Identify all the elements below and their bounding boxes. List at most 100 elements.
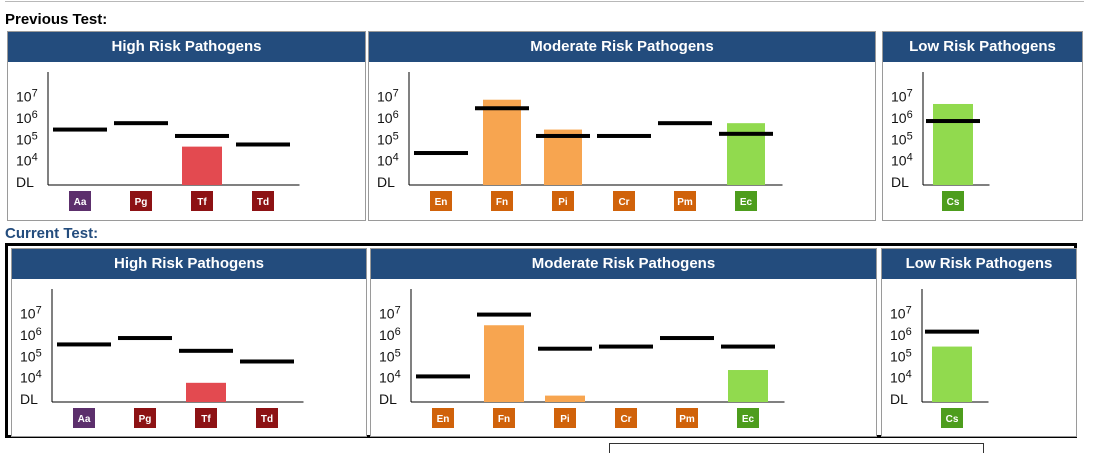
category-label-tf: Tf [197, 197, 207, 208]
y-tick-label: 107 [377, 88, 399, 105]
threshold-line-fn [475, 106, 529, 111]
category-label-pm: Pm [677, 197, 693, 208]
y-tick-label: 104 [16, 152, 38, 169]
category-badge-ec [737, 408, 759, 428]
current-low-risk-panel: Low Risk Pathogens DL 104 105 106 107 Cs [881, 248, 1077, 437]
category-badge-cs [941, 408, 963, 428]
y-tick-label: 106 [20, 326, 42, 343]
category-badge-pg [130, 191, 152, 211]
threshold-line-cr [599, 344, 653, 349]
category-label-fn: Fn [496, 197, 508, 208]
category-label-aa: Aa [74, 197, 87, 208]
category-badge-fn [491, 191, 513, 211]
threshold-line-pm [658, 121, 712, 126]
category-label-cr: Cr [618, 197, 629, 208]
category-badge-pm [676, 408, 698, 428]
threshold-line-pg [114, 121, 168, 126]
category-label-td: Td [257, 197, 269, 208]
y-tick-label: 107 [16, 88, 38, 105]
y-tick-label: 106 [16, 109, 38, 126]
y-tick-label: 105 [890, 347, 912, 364]
category-label-aa: Aa [78, 414, 91, 425]
panel-title: Moderate Risk Pathogens [371, 249, 876, 279]
category-badge-td [256, 408, 278, 428]
category-badge-cs [942, 191, 964, 211]
category-label-pi: Pi [560, 414, 570, 425]
current-moderate-risk-panel: Moderate Risk Pathogens DL 104 105 106 107 En… [370, 248, 877, 437]
y-tick-label: 104 [890, 369, 912, 386]
y-tick-label: DL [20, 391, 38, 407]
y-tick-label: 107 [891, 88, 913, 105]
previous-moderate-risk-chart: DL 104 105 106 107 En Fn Pi Cr Pm Ec [377, 72, 783, 211]
category-badge-tf [191, 191, 213, 211]
category-badge-td [252, 191, 274, 211]
threshold-line-cs [926, 119, 980, 124]
y-tick-label: 105 [20, 347, 42, 364]
category-badge-pi [554, 408, 576, 428]
panel-title: High Risk Pathogens [8, 32, 365, 62]
current-high-risk-panel: High Risk Pathogens DL 104 105 106 107 Aa Pg Tf… [11, 248, 367, 437]
threshold-line-ec [721, 344, 775, 349]
category-badge-pi [552, 191, 574, 211]
bar-ec [728, 370, 768, 402]
current-test-label: Current Test: [5, 225, 99, 242]
category-label-cs: Cs [946, 414, 959, 425]
y-tick-label: 106 [377, 109, 399, 126]
previous-high-risk-chart: DL 104 105 106 107 Aa Pg Tf Td [16, 72, 300, 211]
category-badge-cr [613, 191, 635, 211]
category-label-en: En [435, 197, 448, 208]
y-tick-label: 104 [377, 152, 399, 169]
bar-pi [544, 129, 582, 185]
category-label-pg: Pg [135, 197, 148, 208]
category-label-cr: Cr [620, 414, 631, 425]
category-label-pg: Pg [139, 414, 152, 425]
category-label-pi: Pi [558, 197, 568, 208]
category-badge-pg [134, 408, 156, 428]
threshold-line-en [414, 151, 468, 156]
previous-low-risk-panel: Low Risk Pathogens DL 104 105 106 107 Cs [882, 31, 1083, 221]
y-tick-label: 104 [891, 152, 913, 169]
y-tick-label: 104 [379, 369, 401, 386]
y-tick-label: DL [377, 174, 395, 190]
threshold-line-pm [660, 336, 714, 341]
threshold-line-pg [118, 336, 172, 341]
y-tick-label: DL [890, 391, 908, 407]
y-tick-label: 105 [377, 130, 399, 147]
y-tick-label: 107 [890, 305, 912, 322]
threshold-line-aa [53, 127, 107, 132]
category-badge-fn [493, 408, 515, 428]
bar-fn [484, 325, 524, 402]
top-divider [5, 1, 1084, 2]
threshold-line-cr [597, 133, 651, 138]
previous-test-label: Previous Test: [5, 11, 108, 28]
category-label-ec: Ec [740, 197, 753, 208]
y-tick-label: 106 [891, 109, 913, 126]
y-tick-label: 105 [379, 347, 401, 364]
previous-low-risk-chart: DL 104 105 106 107 Cs [891, 72, 990, 211]
current-high-risk-chart: DL 104 105 106 107 Aa Pg Tf Td [20, 289, 304, 428]
panel-title: Low Risk Pathogens [883, 32, 1082, 62]
y-tick-label: 106 [379, 326, 401, 343]
threshold-line-tf [179, 348, 233, 353]
bar-tf [182, 146, 222, 185]
y-tick-label: 106 [890, 326, 912, 343]
category-label-ec: Ec [742, 414, 755, 425]
category-badge-cr [615, 408, 637, 428]
threshold-line-pi [536, 133, 590, 138]
threshold-line-cs [925, 329, 979, 334]
bottom-box [609, 443, 984, 453]
bar-pi [545, 395, 585, 402]
y-tick-label: 105 [16, 130, 38, 147]
y-tick-label: 107 [20, 305, 42, 322]
y-tick-label: DL [379, 391, 397, 407]
bar-cs [933, 103, 973, 185]
category-label-fn: Fn [498, 414, 510, 425]
panel-title: Moderate Risk Pathogens [369, 32, 875, 62]
threshold-line-td [236, 142, 290, 147]
category-label-en: En [437, 414, 450, 425]
bar-tf [186, 382, 226, 402]
bar-cs [932, 346, 972, 402]
category-badge-ec [735, 191, 757, 211]
y-tick-label: DL [16, 174, 34, 190]
category-badge-aa [69, 191, 91, 211]
